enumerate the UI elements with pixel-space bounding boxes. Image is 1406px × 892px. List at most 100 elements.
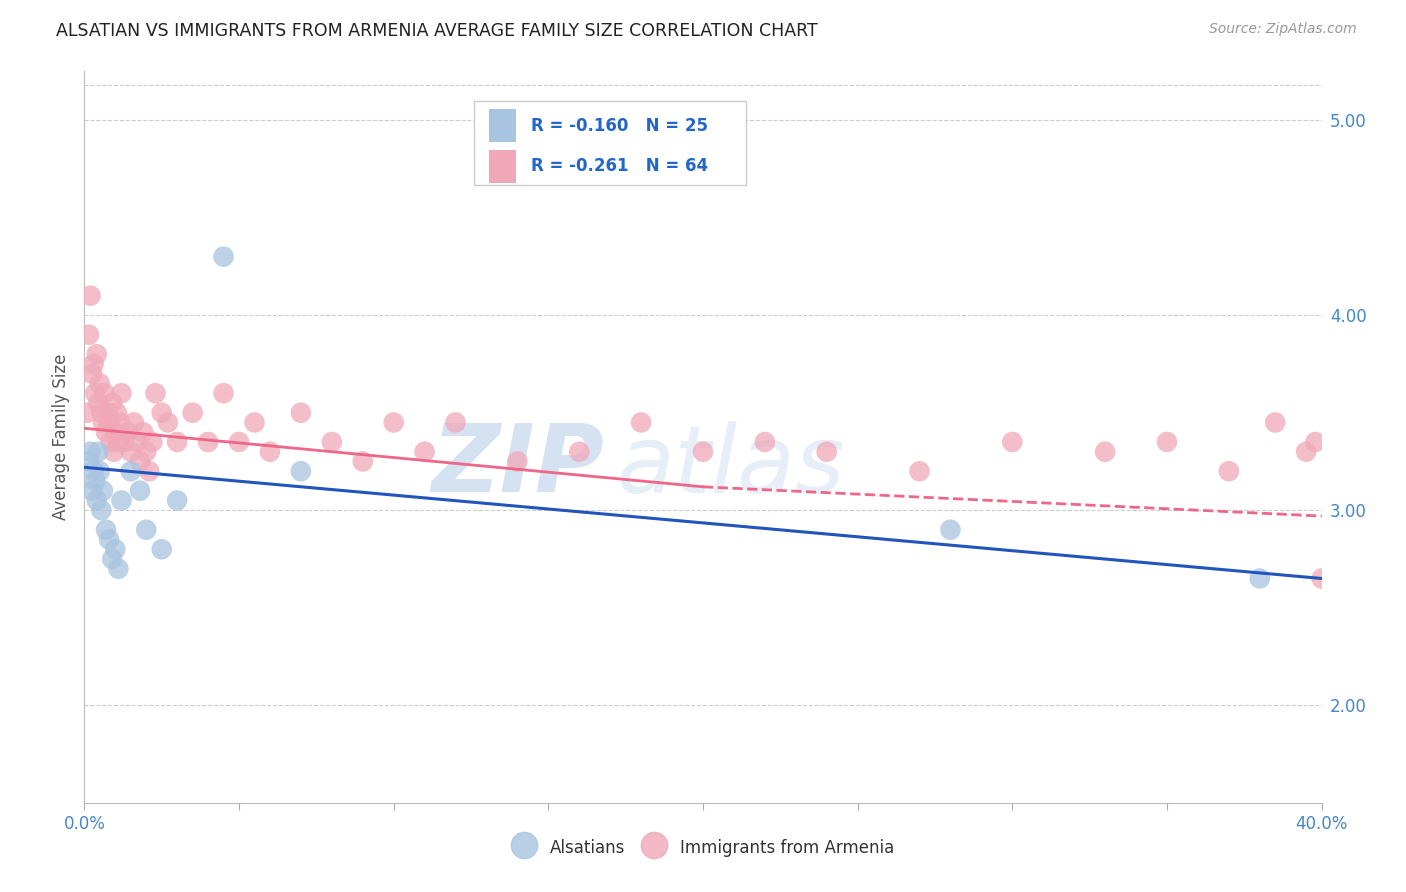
Point xyxy=(939,523,962,537)
Point xyxy=(1094,444,1116,458)
Point xyxy=(1249,572,1271,586)
Point xyxy=(101,552,124,566)
Point xyxy=(91,483,114,498)
Point xyxy=(1295,444,1317,458)
Point xyxy=(90,406,112,420)
Point xyxy=(212,250,235,264)
Point xyxy=(101,396,124,410)
Point xyxy=(104,542,127,557)
Point xyxy=(150,406,173,420)
Point xyxy=(86,493,108,508)
Point xyxy=(1264,416,1286,430)
Point xyxy=(166,493,188,508)
Point xyxy=(138,464,160,478)
Legend: Alsatians, Immigrants from Armenia: Alsatians, Immigrants from Armenia xyxy=(505,830,901,864)
Point xyxy=(290,464,312,478)
Text: Source: ZipAtlas.com: Source: ZipAtlas.com xyxy=(1209,22,1357,37)
Point xyxy=(150,542,173,557)
Point xyxy=(129,454,152,468)
Point xyxy=(1001,434,1024,449)
Point xyxy=(692,444,714,458)
Point xyxy=(815,444,838,458)
Point xyxy=(135,523,157,537)
Point xyxy=(125,434,148,449)
Point xyxy=(93,386,115,401)
Point xyxy=(181,406,204,420)
Point xyxy=(98,416,121,430)
FancyBboxPatch shape xyxy=(489,150,516,183)
Point xyxy=(145,386,167,401)
Point xyxy=(76,406,98,420)
Text: R = -0.160   N = 25: R = -0.160 N = 25 xyxy=(531,117,709,135)
Text: ZIP: ZIP xyxy=(432,420,605,512)
Point xyxy=(82,483,104,498)
Point xyxy=(132,425,155,440)
Point xyxy=(77,327,100,342)
Point xyxy=(117,425,139,440)
Point xyxy=(413,444,436,458)
Point xyxy=(228,434,250,449)
Point xyxy=(89,376,111,391)
Point xyxy=(103,444,125,458)
Point xyxy=(212,386,235,401)
Point xyxy=(110,493,132,508)
Text: atlas: atlas xyxy=(616,421,845,512)
Point xyxy=(83,464,105,478)
Point xyxy=(86,347,108,361)
Point xyxy=(630,416,652,430)
Point xyxy=(107,562,129,576)
Point xyxy=(94,523,117,537)
Point xyxy=(259,444,281,458)
Point xyxy=(104,425,127,440)
Point xyxy=(166,434,188,449)
Point xyxy=(87,396,110,410)
Point xyxy=(77,454,100,468)
Point xyxy=(1218,464,1240,478)
Point xyxy=(110,386,132,401)
Point xyxy=(91,416,114,430)
FancyBboxPatch shape xyxy=(489,110,516,143)
Point xyxy=(129,483,152,498)
Point xyxy=(1156,434,1178,449)
Point xyxy=(382,416,405,430)
Point xyxy=(908,464,931,478)
Point xyxy=(83,357,105,371)
Point xyxy=(84,386,107,401)
Point xyxy=(107,434,129,449)
Point xyxy=(89,464,111,478)
FancyBboxPatch shape xyxy=(474,101,747,185)
Point xyxy=(108,416,131,430)
Point xyxy=(1305,434,1327,449)
Point xyxy=(96,406,118,420)
Point xyxy=(98,533,121,547)
Point xyxy=(94,425,117,440)
Point xyxy=(120,444,142,458)
Text: R = -0.261   N = 64: R = -0.261 N = 64 xyxy=(531,157,709,175)
Y-axis label: Average Family Size: Average Family Size xyxy=(52,354,70,520)
Point xyxy=(135,444,157,458)
Point xyxy=(79,444,101,458)
Point xyxy=(243,416,266,430)
Point xyxy=(141,434,163,449)
Point xyxy=(114,434,136,449)
Point xyxy=(90,503,112,517)
Point xyxy=(1310,572,1333,586)
Point xyxy=(87,444,110,458)
Point xyxy=(79,288,101,302)
Point xyxy=(197,434,219,449)
Point xyxy=(122,416,145,430)
Point xyxy=(352,454,374,468)
Point xyxy=(290,406,312,420)
Point xyxy=(754,434,776,449)
Point xyxy=(105,406,128,420)
Point xyxy=(120,464,142,478)
Point xyxy=(568,444,591,458)
Point xyxy=(444,416,467,430)
Point xyxy=(156,416,179,430)
Text: ALSATIAN VS IMMIGRANTS FROM ARMENIA AVERAGE FAMILY SIZE CORRELATION CHART: ALSATIAN VS IMMIGRANTS FROM ARMENIA AVER… xyxy=(56,22,818,40)
Point xyxy=(506,454,529,468)
Point xyxy=(82,367,104,381)
Point xyxy=(100,434,122,449)
Point xyxy=(84,474,107,488)
Point xyxy=(321,434,343,449)
